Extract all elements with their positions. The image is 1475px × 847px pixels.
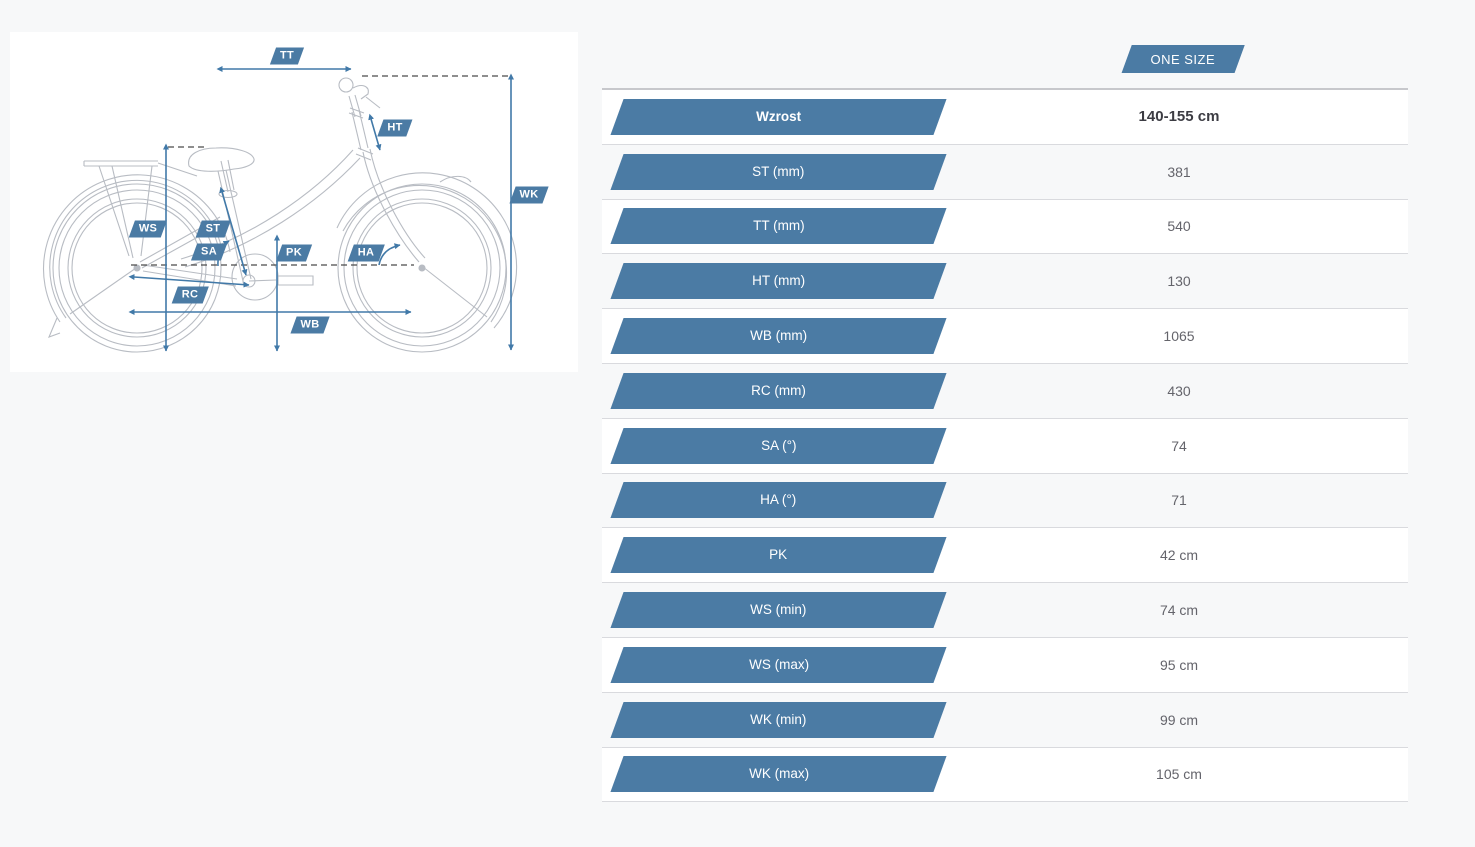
row-label: Wzrost	[756, 109, 801, 125]
row-value: 74 cm	[1159, 602, 1199, 619]
dim-label-ha: HA	[347, 244, 385, 262]
table-row-wk-min: WK (min) 99 cm	[602, 692, 1408, 748]
rear-fender	[42, 174, 231, 338]
dim-label-ws: WS	[128, 220, 168, 238]
row-value: 381	[1167, 163, 1191, 180]
row-value: 42 cm	[1159, 547, 1199, 564]
bike-geometry-diagram-card: TT HT WK WS ST SA PK HA RC WB	[10, 32, 578, 372]
table-row-st: ST (mm) 381	[602, 144, 1408, 200]
table-row-ht: HT (mm) 130	[602, 254, 1408, 310]
bike-illustration	[42, 77, 518, 353]
front-fender	[336, 172, 518, 329]
dim-label-ht: HT	[377, 119, 413, 137]
size-badge[interactable]: ONE SIZE	[1121, 45, 1245, 73]
dim-label-rc: RC	[171, 286, 209, 304]
dashed-reference-lines	[131, 75, 510, 266]
row-label: WK (max)	[748, 766, 809, 782]
dim-label-wk: WK	[509, 186, 549, 204]
dim-label-tt-text: TT	[279, 49, 295, 62]
dim-line-ht	[368, 113, 382, 151]
row-label: HA (°)	[760, 492, 797, 508]
row-value: 430	[1167, 382, 1191, 399]
row-label-badge: HA (°)	[610, 482, 947, 519]
row-value: 95 cm	[1159, 656, 1199, 673]
table-row-wk-max: WK (max) 105 cm	[602, 747, 1408, 803]
dim-label-wk-text: WK	[519, 188, 539, 201]
table-row-rc: RC (mm) 430	[602, 363, 1408, 419]
dim-line-st	[219, 186, 248, 276]
dim-label-st-text: ST	[205, 222, 221, 235]
row-label-badge: RC (mm)	[610, 372, 947, 409]
row-value: 1065	[1163, 328, 1195, 345]
table-row-tt: TT (mm) 540	[602, 199, 1408, 255]
geometry-table: ONE SIZE Wzrost 140-155 cm ST (mm) 381 T…	[602, 44, 1408, 803]
dim-line-rc	[128, 274, 250, 288]
row-label: HT (mm)	[752, 273, 805, 289]
row-label-badge: WS (min)	[610, 592, 947, 629]
row-label: WS (min)	[750, 602, 807, 618]
dim-label-sa-text: SA	[201, 245, 217, 258]
dim-label-pk: PK	[275, 244, 313, 262]
row-label-badge: WK (min)	[610, 701, 947, 738]
table-row-wb: WB (mm) 1065	[602, 309, 1408, 364]
rear-wheel	[52, 183, 222, 353]
row-value: 71	[1171, 492, 1187, 509]
row-label: SA (°)	[760, 437, 797, 453]
row-value: 74	[1171, 437, 1187, 454]
row-value: 140-155 cm	[1138, 108, 1220, 126]
row-label: WB (mm)	[750, 328, 807, 344]
row-value: 105 cm	[1156, 766, 1202, 783]
dim-arc-ha	[378, 243, 401, 266]
row-label-badge: PK	[610, 537, 947, 574]
row-label-badge: SA (°)	[610, 427, 947, 464]
front-wheel	[337, 183, 507, 353]
table-row-ws-max: WS (max) 95 cm	[602, 637, 1408, 693]
dim-label-ha-text: HA	[357, 246, 375, 259]
row-label-badge: Wzrost	[610, 98, 947, 135]
table-row-wzrost: Wzrost 140-155 cm	[602, 90, 1408, 145]
table-row-ha: HA (°) 71	[602, 473, 1408, 529]
size-badge-label: ONE SIZE	[1150, 51, 1216, 67]
geometry-table-rows: Wzrost 140-155 cm ST (mm) 381 TT (mm) 54…	[602, 88, 1408, 803]
bike-geometry-drawing	[42, 66, 518, 353]
row-value: 130	[1167, 273, 1191, 290]
row-label: TT (mm)	[752, 218, 805, 234]
fork-and-handlebar	[338, 77, 426, 263]
row-label-badge: TT (mm)	[610, 208, 947, 245]
row-label: WK (min)	[750, 711, 807, 727]
row-label: PK	[769, 547, 788, 563]
table-row-sa: SA (°) 74	[602, 418, 1408, 474]
row-label: RC (mm)	[751, 383, 806, 399]
dim-label-wb: WB	[290, 316, 330, 334]
row-label: ST (mm)	[752, 163, 805, 179]
row-label: WS (max)	[748, 657, 809, 673]
row-label-badge: HT (mm)	[610, 263, 947, 300]
size-header-row: ONE SIZE	[602, 44, 1408, 88]
dimension-arrows	[128, 66, 514, 352]
dim-label-rc-text: RC	[181, 288, 199, 301]
row-label-badge: ST (mm)	[610, 153, 947, 190]
row-value: 540	[1167, 218, 1191, 235]
dim-label-sa: SA	[190, 243, 228, 261]
dim-label-pk-text: PK	[286, 246, 302, 259]
row-label-badge: WB (mm)	[610, 318, 947, 355]
row-value: 99 cm	[1159, 711, 1199, 728]
dim-label-ws-text: WS	[138, 222, 158, 235]
row-label-badge: WS (max)	[610, 646, 947, 683]
table-row-ws-min: WS (min) 74 cm	[602, 583, 1408, 638]
row-label-badge: WK (max)	[610, 756, 947, 793]
table-row-pk: PK 42 cm	[602, 528, 1408, 584]
dim-label-ht-text: HT	[387, 121, 403, 134]
saddle	[188, 147, 255, 199]
dim-label-wb-text: WB	[300, 318, 320, 331]
